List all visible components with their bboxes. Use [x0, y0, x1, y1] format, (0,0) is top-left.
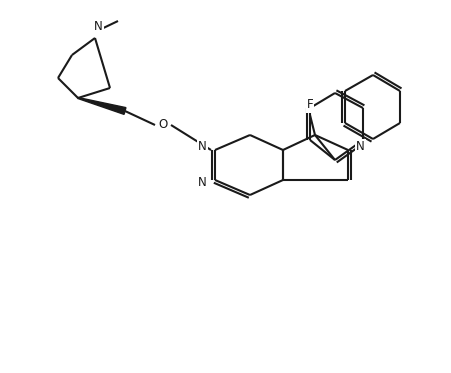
- Text: N: N: [93, 20, 102, 33]
- Polygon shape: [78, 97, 126, 115]
- Text: N: N: [198, 176, 207, 189]
- Text: F: F: [306, 98, 313, 112]
- Text: O: O: [158, 119, 167, 132]
- Text: N: N: [355, 141, 364, 154]
- Text: N: N: [198, 141, 207, 154]
